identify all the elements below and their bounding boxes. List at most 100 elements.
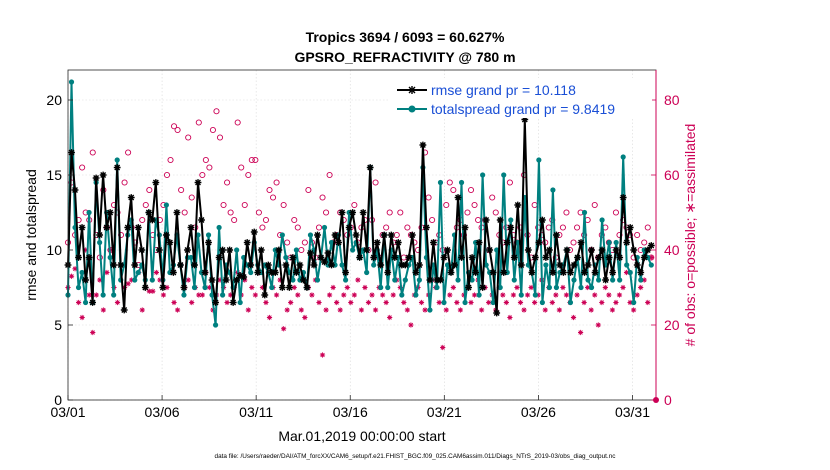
- obs-possible-point: [284, 239, 291, 246]
- rmse-point: [535, 239, 543, 246]
- totalspread-point: [648, 262, 654, 268]
- rmse-point: [173, 209, 181, 216]
- y-tick-label-right: 80: [664, 92, 680, 108]
- obs-possible-point: [372, 179, 379, 186]
- obs-possible-point: [383, 224, 390, 231]
- totalspread-point: [631, 299, 637, 306]
- y-axis-label-left: rmse and totalspread: [23, 169, 39, 301]
- rmse-point: [134, 224, 142, 231]
- totalspread-point: [638, 277, 644, 283]
- x-tick-label: 03/16: [333, 404, 368, 420]
- obs-assimilated-point: [334, 299, 340, 306]
- totalspread-point: [392, 277, 398, 283]
- rmse-point: [468, 254, 476, 261]
- totalspread-point: [427, 307, 433, 313]
- totalspread-point: [606, 239, 612, 246]
- totalspread-point: [402, 277, 408, 283]
- rmse-point: [159, 284, 167, 291]
- obs-assimilated-point: [549, 299, 555, 306]
- obs-possible-point: [206, 164, 213, 171]
- obs-possible-point: [248, 156, 255, 164]
- rmse-point: [145, 209, 153, 216]
- obs-assimilated-point: [404, 307, 410, 313]
- rmse-point: [99, 171, 107, 179]
- rmse-point: [289, 254, 297, 261]
- rmse-point: [268, 269, 276, 276]
- totalspread-point: [188, 254, 194, 261]
- rmse-point: [124, 224, 132, 231]
- rmse-point: [412, 269, 420, 276]
- obs-possible-point: [273, 179, 280, 186]
- obs-assimilated-point: [68, 273, 75, 279]
- obs-possible-point: [174, 126, 181, 134]
- obs-possible-point: [351, 201, 358, 209]
- obs-assimilated-point: [631, 307, 637, 313]
- rmse-point: [493, 309, 501, 317]
- rmse-point: [282, 261, 290, 269]
- totalspread-point: [234, 247, 240, 253]
- legend-box: [390, 78, 652, 118]
- rmse-point: [307, 249, 314, 257]
- obs-assimilated-point: [553, 292, 559, 298]
- rmse-point: [398, 261, 406, 269]
- obs-possible-point: [216, 134, 224, 141]
- obs-assimilated-point: [309, 292, 315, 298]
- rmse-point: [423, 224, 430, 231]
- rmse-point: [405, 254, 413, 261]
- totalspread-point: [550, 187, 556, 193]
- x-tick-label: 03/26: [521, 404, 556, 420]
- x-tick-label: 03/06: [145, 404, 180, 420]
- totalspread-point: [321, 224, 328, 231]
- rmse-point: [162, 231, 170, 239]
- totalspread-point: [283, 254, 289, 261]
- rmse-point: [352, 231, 360, 239]
- rmse-point: [96, 231, 104, 239]
- rmse-point: [619, 194, 627, 201]
- rmse-point: [503, 239, 511, 246]
- obs-assimilated-point: [76, 299, 82, 306]
- rmse-point: [531, 254, 539, 261]
- obs-assimilated-point: [348, 299, 354, 306]
- rmse-point: [542, 254, 550, 261]
- rmse-point: [82, 276, 89, 284]
- obs-assimilated-point: [638, 284, 644, 291]
- obs-possible-point: [224, 179, 231, 186]
- rmse-point: [89, 299, 96, 306]
- obs-possible-point: [574, 224, 581, 231]
- totalspread-point: [293, 247, 299, 253]
- rmse-point: [623, 239, 631, 246]
- obs-assimilated-point: [189, 299, 195, 306]
- rmse-point: [553, 231, 560, 239]
- rmse-point: [177, 261, 184, 269]
- rmse-point: [324, 249, 332, 257]
- rmse-point: [609, 269, 617, 276]
- totalspread-point: [111, 292, 117, 298]
- obs-assimilated-point: [517, 299, 524, 306]
- rmse-point: [68, 149, 75, 156]
- rmse-point: [275, 246, 283, 254]
- rmse-point: [447, 269, 455, 276]
- rmse-point: [264, 261, 272, 269]
- rmse-point: [328, 261, 335, 269]
- obs-possible-point: [255, 209, 262, 216]
- obs-possible-point: [269, 194, 277, 201]
- obs-assimilated-point: [645, 299, 651, 306]
- rmse-point: [212, 299, 219, 306]
- totalspread-point: [617, 277, 623, 283]
- totalspread-point: [441, 299, 447, 306]
- obs-assimilated-point: [613, 299, 619, 306]
- obs-assimilated-point: [316, 299, 322, 306]
- obs-assimilated-point: [577, 329, 584, 336]
- totalspread-point: [462, 299, 468, 306]
- obs-assimilated-point: [387, 314, 393, 321]
- obs-assimilated-point: [288, 299, 294, 306]
- totalspread-point: [434, 284, 440, 291]
- totalspread-point: [342, 277, 349, 283]
- obs-possible-point: [171, 123, 178, 130]
- rmse-point: [342, 269, 349, 276]
- rmse-point: [219, 246, 227, 254]
- obs-possible-point: [644, 224, 651, 231]
- obs-assimilated-point: [440, 344, 446, 351]
- rmse-point: [560, 269, 567, 276]
- rmse-point: [574, 254, 581, 261]
